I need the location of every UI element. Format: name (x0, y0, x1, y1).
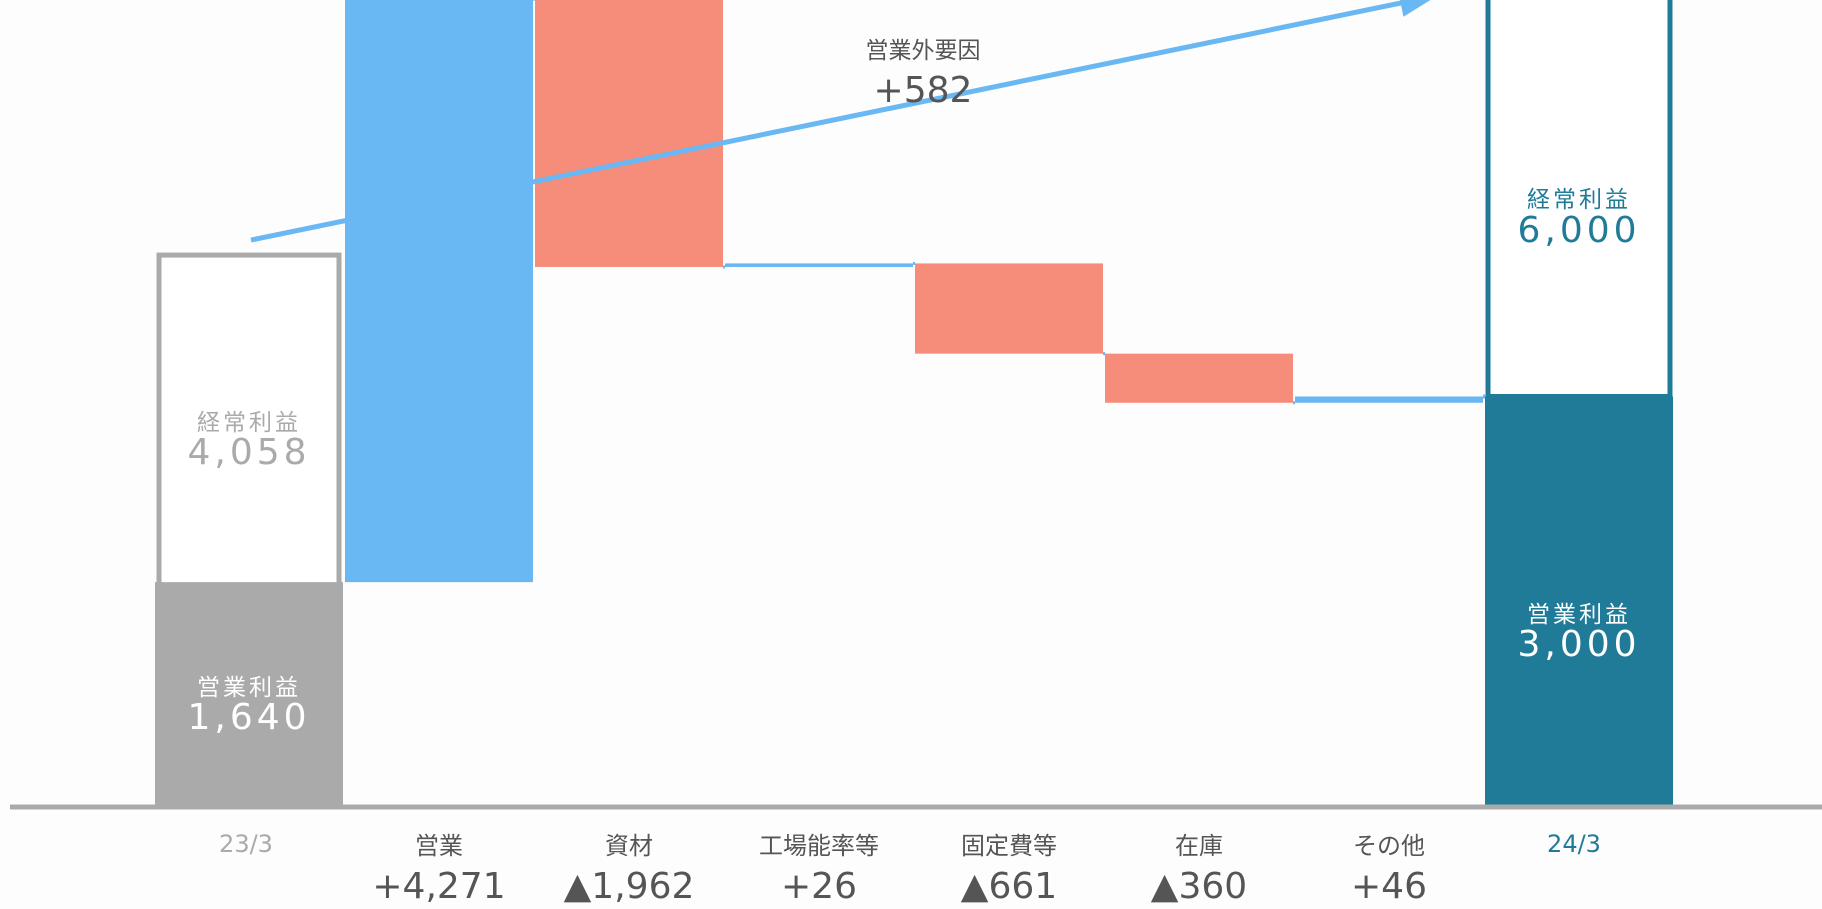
category-label: 資材 (605, 832, 653, 860)
step-bar (345, 0, 533, 583)
step-value-label: +26 (781, 866, 857, 907)
end-ordinary-profit-label: 経常利益 (1527, 187, 1631, 213)
step-bar (1295, 396, 1483, 403)
arrow-head (1399, 0, 1431, 17)
end-operating-profit-label: 営業利益 (1527, 602, 1631, 628)
end-operating-profit-bar (1485, 396, 1673, 806)
step-value-label: ▲360 (1150, 866, 1248, 907)
bars-layer (155, 0, 1673, 806)
arrow-shaft (250, 0, 1428, 243)
step-bar (725, 263, 913, 267)
start-ordinary-profit-bar (156, 252, 342, 588)
category-label: その他 (1353, 832, 1425, 860)
start-operating-profit-bar (155, 582, 343, 806)
start-operating-profit-label: 営業利益 (197, 675, 301, 701)
step-value-label: +4,271 (372, 866, 506, 907)
end-operating-profit-value: 3,000 (1517, 624, 1641, 665)
category-label: 在庫 (1175, 832, 1223, 860)
category-label: 営業 (415, 832, 463, 860)
step-value-label: ▲661 (960, 866, 1058, 907)
end-ordinary-profit-bar (1485, 0, 1673, 399)
non-operating-value: +582 (873, 70, 973, 111)
step-bar (915, 263, 1103, 354)
non-operating-label: 営業外要因 (865, 38, 981, 64)
start-ordinary-profit-value: 4,058 (187, 432, 311, 473)
step-bar (535, 0, 723, 267)
start-ordinary-profit-label: 経常利益 (197, 410, 301, 436)
end-ordinary-profit-value: 6,000 (1517, 210, 1641, 251)
step-value-label: +46 (1351, 866, 1427, 907)
category-label-end: 24/3 (1547, 830, 1601, 858)
non-operating-arrow (250, 0, 1431, 243)
start-operating-profit-value: 1,640 (187, 697, 311, 738)
category-label: 工場能率等 (759, 832, 879, 860)
connectors-layer (533, 0, 1485, 405)
category-label-start: 23/3 (219, 830, 273, 858)
step-bar (1105, 353, 1293, 403)
category-label: 固定費等 (961, 832, 1057, 860)
step-value-label: ▲1,962 (563, 866, 695, 907)
